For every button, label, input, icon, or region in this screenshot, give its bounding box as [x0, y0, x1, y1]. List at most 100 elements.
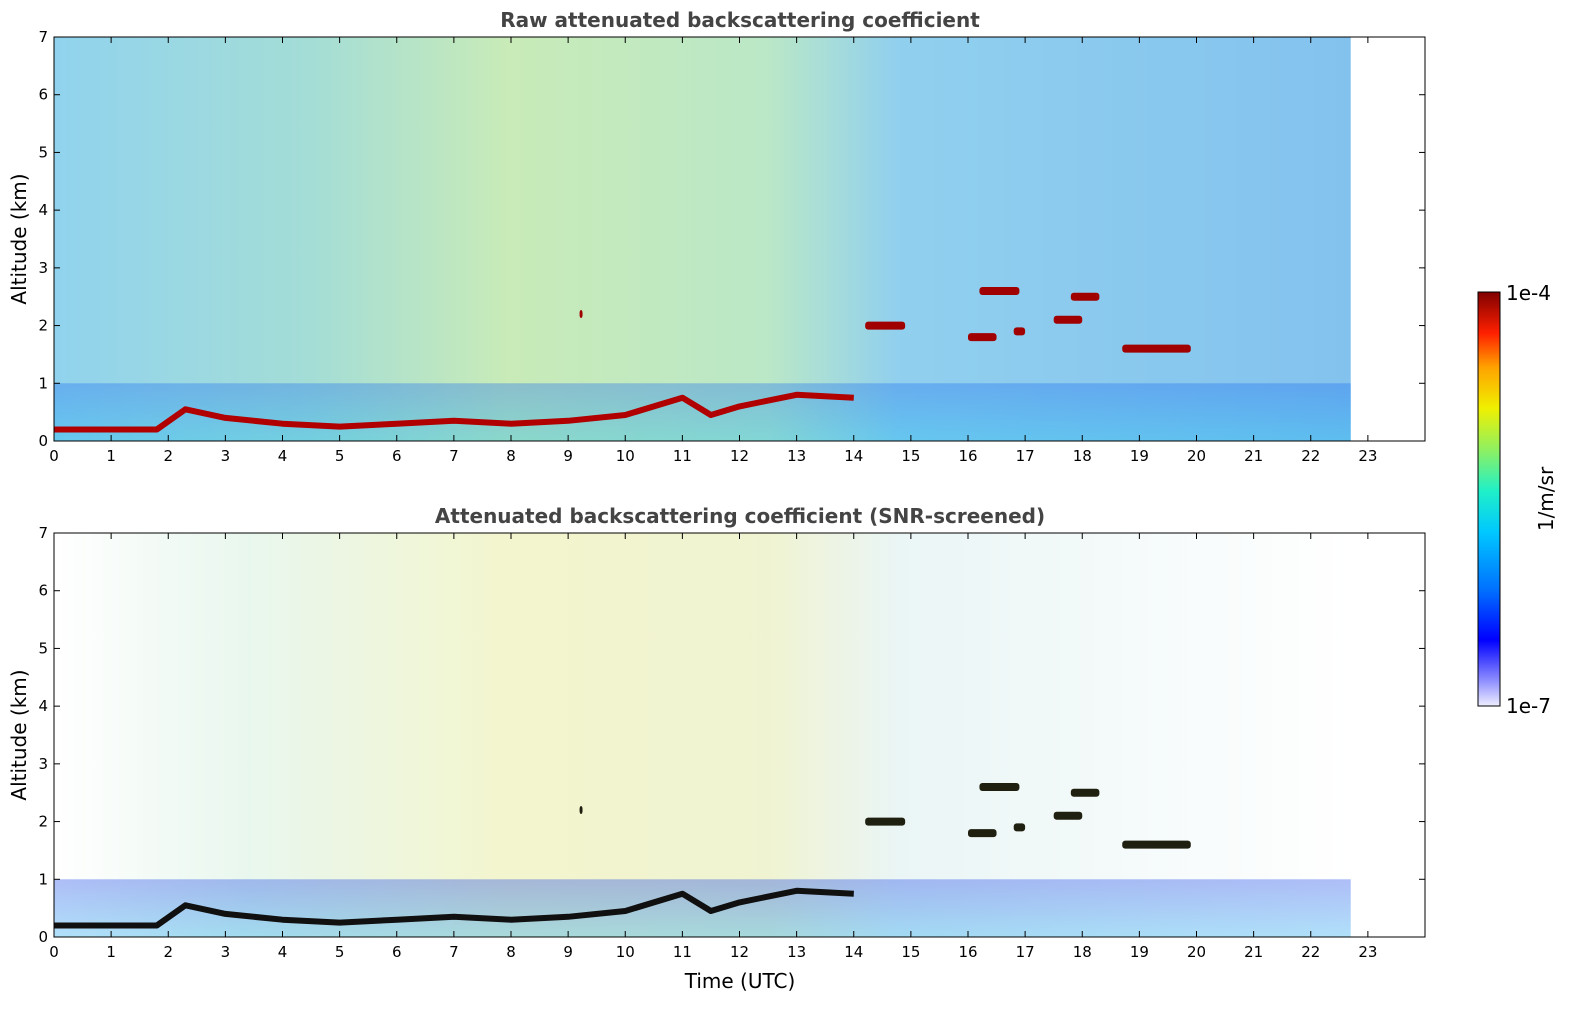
x-tick-label: 13 — [787, 943, 806, 961]
raw-heatmap — [54, 37, 1351, 441]
cloud-layer — [1122, 344, 1191, 353]
x-tick-label: 21 — [1244, 943, 1263, 961]
cloud-layer — [1013, 823, 1026, 832]
x-tick-label: 9 — [563, 447, 573, 465]
raw-panel: Raw attenuated backscattering coefficien… — [7, 8, 1426, 465]
x-tick-label: 5 — [335, 447, 345, 465]
signal-field — [54, 533, 1351, 937]
x-tick-label: 3 — [221, 447, 231, 465]
colorbar-scale — [1477, 291, 1501, 707]
x-tick-label: 7 — [449, 943, 459, 961]
cloud-layer — [968, 829, 997, 838]
x-tick-label: 6 — [392, 943, 402, 961]
x-tick-label: 14 — [844, 447, 863, 465]
x-tick-label: 0 — [49, 447, 59, 465]
x-tick-label: 4 — [278, 943, 288, 961]
x-tick-label: 0 — [49, 943, 59, 961]
y-tick-label: 5 — [38, 639, 48, 657]
boundary-layer-top — [54, 887, 854, 929]
x-tick-label: 10 — [616, 447, 635, 465]
raw-y-ticks: 0 1 2 3 4 5 6 7 — [38, 28, 1425, 450]
y-tick-label: 7 — [38, 524, 48, 542]
cloud-layer — [865, 817, 906, 826]
screened-y-axis-label: Altitude (km) — [7, 669, 31, 800]
x-tick-label: 17 — [1016, 447, 1035, 465]
signal-field — [54, 37, 1351, 441]
y-tick-label: 2 — [38, 317, 48, 335]
colorbar-max-label: 1e-4 — [1506, 281, 1551, 305]
x-tick-label: 15 — [901, 447, 920, 465]
screened-panel-title: Attenuated backscattering coefficient (S… — [435, 504, 1045, 528]
boundary-layer-top — [54, 391, 854, 433]
y-tick-label: 7 — [38, 28, 48, 46]
x-tick-label: 12 — [730, 943, 749, 961]
x-tick-label: 2 — [163, 447, 173, 465]
x-tick-label: 13 — [787, 447, 806, 465]
cloud-layer — [968, 333, 997, 342]
x-tick-label: 7 — [449, 447, 459, 465]
y-tick-label: 6 — [38, 582, 48, 600]
x-axis-label: Time (UTC) — [684, 969, 796, 993]
x-tick-label: 1 — [106, 943, 116, 961]
x-tick-label: 1 — [106, 447, 116, 465]
y-tick-label: 2 — [38, 813, 48, 831]
screened-x-ticks: 0 1 2 3 4 5 6 7 8 9 10 11 12 13 14 15 16 17 18 19 20 21 22 23 — [49, 533, 1377, 961]
x-tick-label: 23 — [1358, 447, 1377, 465]
x-tick-label: 20 — [1187, 943, 1206, 961]
x-tick-label: 4 — [278, 447, 288, 465]
x-tick-label: 17 — [1016, 943, 1035, 961]
cloud-layer — [979, 782, 1020, 791]
cloud-layer — [1070, 788, 1100, 797]
x-tick-label: 19 — [1130, 447, 1149, 465]
x-tick-label: 21 — [1244, 447, 1263, 465]
y-tick-label: 4 — [38, 697, 48, 715]
screened-y-ticks: 0 1 2 3 4 5 6 7 — [38, 524, 1425, 946]
y-tick-label: 0 — [38, 928, 48, 946]
colorbar-unit-label: 1/m/sr — [1534, 466, 1558, 531]
colorbar: 1e-4 1e-7 1/m/sr — [1477, 281, 1558, 718]
y-tick-label: 1 — [38, 374, 48, 392]
x-tick-label: 6 — [392, 447, 402, 465]
cloud-layer — [1053, 315, 1083, 324]
cloud-layer — [979, 286, 1020, 295]
cloud-layer — [1053, 811, 1083, 820]
y-tick-label: 4 — [38, 201, 48, 219]
y-tick-label: 0 — [38, 432, 48, 450]
x-tick-label: 12 — [730, 447, 749, 465]
x-tick-label: 20 — [1187, 447, 1206, 465]
x-tick-label: 3 — [221, 943, 231, 961]
screened-heatmap — [54, 533, 1351, 937]
x-tick-label: 8 — [506, 447, 516, 465]
x-tick-label: 18 — [1073, 447, 1092, 465]
raw-x-ticks: 0 1 2 3 4 5 6 7 8 9 10 11 12 13 14 15 16 17 18 19 20 21 22 23 — [49, 37, 1377, 465]
cloud-layer — [1070, 292, 1100, 301]
cloud-layer — [579, 310, 583, 319]
y-tick-label: 3 — [38, 755, 48, 773]
x-tick-label: 2 — [163, 943, 173, 961]
x-tick-label: 23 — [1358, 943, 1377, 961]
x-tick-label: 10 — [616, 943, 635, 961]
raw-panel-title: Raw attenuated backscattering coefficien… — [500, 8, 980, 32]
x-tick-label: 8 — [506, 943, 516, 961]
y-tick-label: 3 — [38, 259, 48, 277]
x-tick-label: 11 — [673, 447, 692, 465]
x-tick-label: 15 — [901, 943, 920, 961]
x-tick-label: 14 — [844, 943, 863, 961]
screened-panel: Attenuated backscattering coefficient (S… — [7, 504, 1426, 993]
x-tick-label: 16 — [958, 943, 977, 961]
x-tick-label: 22 — [1301, 943, 1320, 961]
x-tick-label: 11 — [673, 943, 692, 961]
colorbar-min-label: 1e-7 — [1506, 694, 1551, 718]
x-tick-label: 5 — [335, 943, 345, 961]
cloud-layer — [865, 321, 906, 330]
x-tick-label: 22 — [1301, 447, 1320, 465]
cloud-layer — [1013, 327, 1026, 336]
y-tick-label: 6 — [38, 86, 48, 104]
x-tick-label: 19 — [1130, 943, 1149, 961]
y-tick-label: 5 — [38, 143, 48, 161]
x-tick-label: 9 — [563, 943, 573, 961]
y-tick-label: 1 — [38, 870, 48, 888]
cloud-layer — [579, 806, 583, 815]
